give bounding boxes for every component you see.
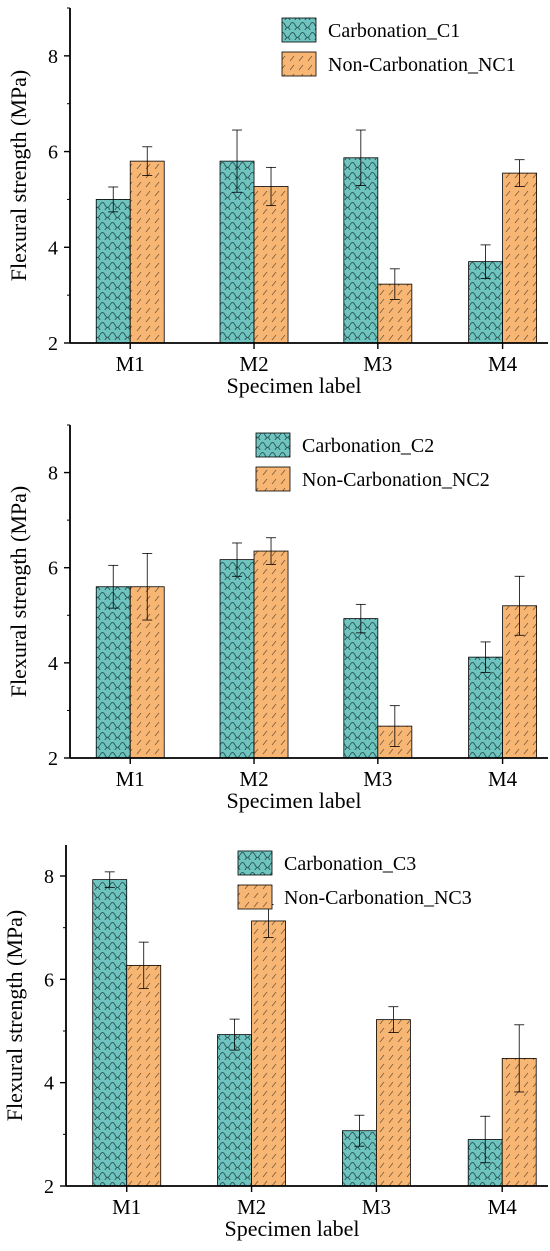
x-tick-label: M1 <box>116 767 145 791</box>
legend-label: Carbonation_C1 <box>328 20 460 42</box>
bar-Carbonation_C2-M3 <box>343 618 379 759</box>
error-bar-Carbonation_C3-M3 <box>354 1114 365 1147</box>
y-tick-label: 6 <box>44 969 54 991</box>
legend-swatch <box>281 17 317 43</box>
legend-item-Non-Carbonation_NC2: Non-Carbonation_NC2 <box>255 466 490 492</box>
error-bar-Carbonation_C3-M4 <box>480 1115 491 1164</box>
x-tick-label: M1 <box>112 1195 141 1219</box>
error-bar-Carbonation_C2-M1 <box>108 564 119 609</box>
legend-item-Non-Carbonation_NC3: Non-Carbonation_NC3 <box>237 884 472 910</box>
error-bar-Carbonation_C2-M2 <box>232 542 243 577</box>
bar-Carbonation_C2-M2 <box>219 559 255 759</box>
x-tick-label: M4 <box>488 767 518 791</box>
legend-swatch <box>255 466 291 492</box>
y-axis-label: Flexural strength (MPa) <box>6 486 31 697</box>
legend-swatch <box>281 51 317 77</box>
y-tick-label: 8 <box>48 463 58 485</box>
x-axis-label: Specimen label <box>224 1216 359 1241</box>
x-tick-label: M4 <box>488 352 518 376</box>
y-tick-label: 2 <box>44 1176 54 1198</box>
x-tick-label: M2 <box>237 1195 266 1219</box>
error-bar-Carbonation_C3-M2 <box>229 1018 240 1051</box>
legend-swatch <box>237 884 273 910</box>
error-bar-Non-Carbonation_NC1-M3 <box>389 268 400 300</box>
bar-Carbonation_C1-M1 <box>95 199 131 344</box>
bar-Carbonation_C1-M3 <box>343 157 379 344</box>
bar-Carbonation_C3-M1 <box>92 879 128 1187</box>
legend-swatch <box>237 850 273 876</box>
x-tick-label: M1 <box>116 352 145 376</box>
legend-label: Non-Carbonation_NC3 <box>284 887 472 909</box>
bar-Non-Carbonation_NC2-M2 <box>253 550 289 759</box>
y-tick-label: 2 <box>48 333 58 355</box>
bar-Non-Carbonation_NC1-M4 <box>502 172 537 344</box>
x-tick-label: M3 <box>363 352 392 376</box>
error-bar-Non-Carbonation_NC3-M3 <box>388 1006 399 1033</box>
bar-Carbonation_C3-M2 <box>217 1034 252 1187</box>
bar-Non-Carbonation_NC3-M1 <box>126 964 162 1187</box>
y-tick-label: 8 <box>44 866 54 888</box>
legend-item-Carbonation_C2: Carbonation_C2 <box>255 432 434 458</box>
x-tick-label: M2 <box>239 352 268 376</box>
x-tick-label: M3 <box>363 767 392 791</box>
y-tick-label: 6 <box>48 558 58 580</box>
legend-item-Carbonation_C3: Carbonation_C3 <box>237 850 416 876</box>
legend-label: Non-Carbonation_NC2 <box>302 469 490 491</box>
error-bar-Non-Carbonation_NC2-M2 <box>266 537 277 565</box>
y-tick-label: 4 <box>48 237 58 259</box>
y-axis-label: Flexural strength (MPa) <box>6 70 31 281</box>
error-bar-Carbonation_C1-M2 <box>232 129 243 193</box>
x-tick-label: M2 <box>239 767 268 791</box>
error-bar-Carbonation_C2-M3 <box>355 603 366 634</box>
error-bar-Carbonation_C1-M4 <box>480 244 491 279</box>
x-tick-label: M4 <box>488 1195 518 1219</box>
bar-Non-Carbonation_NC3-M3 <box>376 1019 411 1187</box>
legend-label: Carbonation_C3 <box>284 853 416 875</box>
y-tick-label: 4 <box>44 1073 54 1095</box>
error-bar-Non-Carbonation_NC1-M4 <box>514 159 525 187</box>
error-bar-Non-Carbonation_NC3-M4 <box>514 1024 525 1093</box>
bar-Carbonation_C2-M1 <box>95 586 131 759</box>
error-bar-Non-Carbonation_NC3-M1 <box>138 941 149 990</box>
x-axis-label: Specimen label <box>226 373 361 398</box>
error-bar-Non-Carbonation_NC2-M3 <box>389 705 400 747</box>
bar-Non-Carbonation_NC1-M2 <box>253 186 289 344</box>
error-bar-Non-Carbonation_NC1-M1 <box>142 146 153 176</box>
y-tick-label: 6 <box>48 142 58 164</box>
error-bar-Carbonation_C1-M1 <box>108 186 119 213</box>
error-bar-Non-Carbonation_NC1-M2 <box>266 166 277 207</box>
chart-2: M1 M2 M3 M4 2 4 6 8 Flexural strength (MPa) Speci… <box>6 424 548 813</box>
error-bar-Carbonation_C1-M3 <box>355 129 366 186</box>
y-tick-label: 4 <box>48 653 58 675</box>
x-tick-label: M3 <box>362 1195 391 1219</box>
error-bar-Carbonation_C3-M1 <box>104 871 115 888</box>
x-axis-label: Specimen label <box>226 788 361 813</box>
legend-label: Carbonation_C2 <box>302 435 434 457</box>
error-bar-Carbonation_C2-M4 <box>480 641 491 673</box>
legend-item-Non-Carbonation_NC1: Non-Carbonation_NC1 <box>281 51 516 77</box>
bar-Non-Carbonation_NC3-M2 <box>251 920 286 1187</box>
legend-label: Non-Carbonation_NC1 <box>328 54 516 76</box>
chart-3: M1 M2 M3 M4 2 4 6 8 Flexural strength (MPa) Speci… <box>2 845 548 1241</box>
legend-item-Carbonation_C1: Carbonation_C1 <box>281 17 460 43</box>
legend-swatch <box>255 432 291 458</box>
chart-1: M1 M2 M3 M4 2 4 6 8 Flexural strength (MPa) Speci… <box>6 7 548 398</box>
y-tick-label: 2 <box>48 748 58 770</box>
y-tick-label: 8 <box>48 46 58 68</box>
error-bar-Non-Carbonation_NC2-M1 <box>142 553 153 621</box>
y-axis-label: Flexural strength (MPa) <box>2 910 27 1121</box>
bar-Non-Carbonation_NC1-M1 <box>129 160 165 344</box>
error-bar-Non-Carbonation_NC2-M4 <box>514 575 525 636</box>
